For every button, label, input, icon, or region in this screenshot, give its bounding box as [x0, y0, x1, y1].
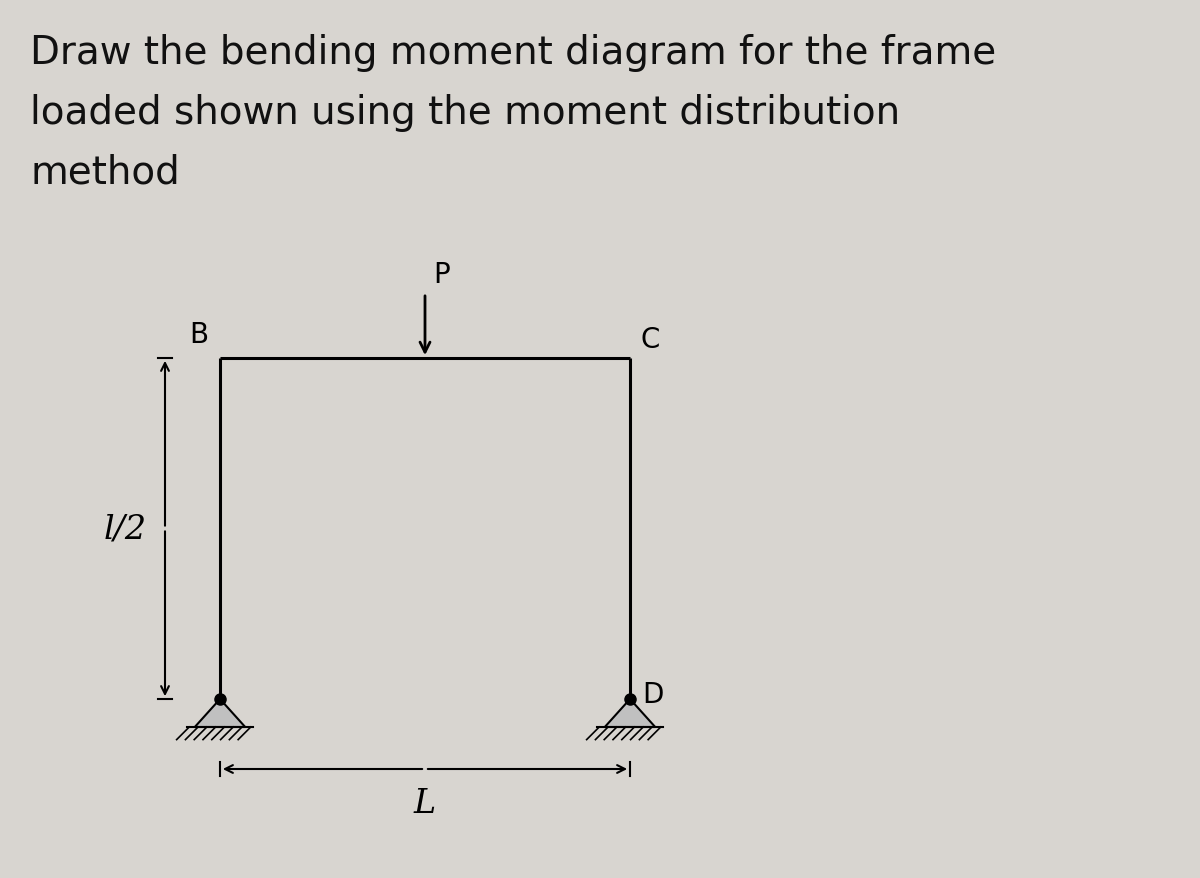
Text: D: D: [642, 680, 664, 709]
Text: loaded shown using the moment distribution: loaded shown using the moment distributi…: [30, 94, 900, 132]
Text: L: L: [414, 787, 436, 819]
Text: C: C: [640, 326, 659, 354]
Text: l/2: l/2: [104, 513, 148, 545]
Text: Draw the bending moment diagram for the frame: Draw the bending moment diagram for the …: [30, 34, 996, 72]
Text: B: B: [188, 320, 208, 349]
Text: P: P: [433, 261, 450, 289]
Polygon shape: [194, 699, 245, 727]
Polygon shape: [605, 699, 655, 727]
Text: method: method: [30, 154, 180, 191]
